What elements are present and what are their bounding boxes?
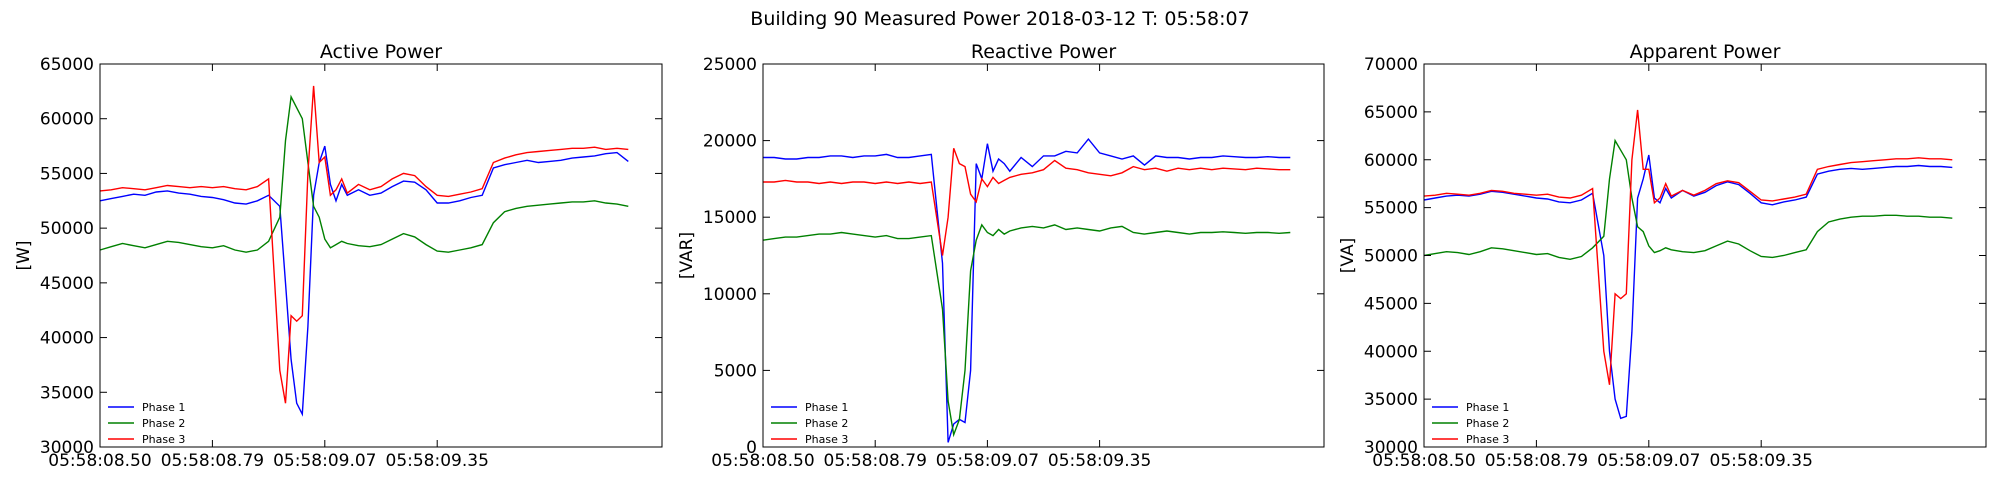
legend-label-phase-3: Phase 3 <box>142 433 185 446</box>
series-line-phase-2 <box>1423 138 1953 261</box>
series-line-phase-1 <box>99 145 629 417</box>
legend-label-phase-3: Phase 3 <box>805 433 848 446</box>
legend-label-phase-3: Phase 3 <box>1466 433 1509 446</box>
y-axis-label: [VA] <box>1338 238 1358 273</box>
y-tick-label: 25000 <box>703 55 757 75</box>
axes-frame <box>99 63 663 448</box>
subplot-reactive-power: Reactive Power [VAR] 0 5000 10000 15000 2000… <box>677 41 1325 471</box>
x-tick-label: 05:58:09.35 <box>386 451 489 471</box>
series-line-phase-2 <box>99 94 629 253</box>
y-tick-label: 30000 <box>1364 438 1418 458</box>
y-tick-label: 50000 <box>40 219 94 239</box>
y-tick-label: 60000 <box>1364 151 1418 171</box>
subplot-title: Reactive Power <box>971 41 1116 63</box>
y-tick-label: 0 <box>746 438 757 458</box>
series-line-phase-3 <box>99 85 629 404</box>
x-tick-label: 05:58:08.79 <box>161 451 264 471</box>
subplot-title: Active Power <box>320 41 442 63</box>
y-tick-label: 50000 <box>1364 247 1418 267</box>
y-tick-label: 20000 <box>703 132 757 152</box>
x-tick-label: 05:58:09.35 <box>1710 451 1813 471</box>
figure-title: Building 90 Measured Power 2018-03-12 T:… <box>750 8 1250 30</box>
y-tick-label: 5000 <box>714 361 757 381</box>
legend-label-phase-2: Phase 2 <box>1466 417 1509 430</box>
x-tick-label: 05:58:08.50 <box>48 451 151 471</box>
x-tick-label: 05:58:08.50 <box>1372 451 1475 471</box>
axes-frame <box>1423 63 1987 448</box>
y-tick-label: 55000 <box>40 164 94 184</box>
subplot-title: Apparent Power <box>1630 41 1781 63</box>
series-line-phase-2 <box>762 223 1291 438</box>
series-line-phase-3 <box>763 148 1291 256</box>
y-tick-label: 65000 <box>1364 103 1418 123</box>
legend-label-phase-2: Phase 2 <box>142 417 185 430</box>
subplot-active-power: Active Power [W] 30000 35000 40000 45000 500… <box>14 41 663 471</box>
subplot-apparent-power: Apparent Power [VA] 30000 35000 40000 45000… <box>1338 41 1987 471</box>
legend: Phase 1 Phase 2 Phase 3 <box>1432 401 1509 446</box>
y-tick-label: 70000 <box>1364 55 1418 75</box>
plot-area: 30000 35000 40000 45000 50000 55000 60000 65000… <box>40 55 663 471</box>
series-line-phase-3 <box>1423 109 1953 385</box>
plot-area: 0 5000 10000 15000 20000 25000 05:58:08.50 05:5… <box>703 55 1325 471</box>
y-axis-label: [VAR] <box>677 232 697 279</box>
x-tick-label: 05:58:09.07 <box>1597 451 1700 471</box>
x-tick-label: 05:58:08.79 <box>824 451 927 471</box>
y-tick-label: 40000 <box>40 329 94 349</box>
y-tick-label: 35000 <box>40 383 94 403</box>
y-tick-label: 10000 <box>703 285 757 305</box>
y-tick-label: 35000 <box>1364 390 1418 410</box>
x-tick-label: 05:58:09.07 <box>273 451 376 471</box>
plot-area: 30000 35000 40000 45000 50000 55000 60000 65000… <box>1364 55 1987 471</box>
series-line-phase-1 <box>1423 154 1953 420</box>
y-tick-label: 15000 <box>703 208 757 228</box>
y-tick-label: 40000 <box>1364 342 1418 362</box>
y-tick-label: 45000 <box>40 274 94 294</box>
y-axis-label: [W] <box>14 240 34 270</box>
axes-frame <box>762 63 1325 448</box>
x-tick-label: 05:58:09.35 <box>1048 451 1151 471</box>
legend: Phase 1 Phase 2 Phase 3 <box>771 401 848 446</box>
legend-label-phase-1: Phase 1 <box>142 401 185 414</box>
y-tick-label: 60000 <box>40 110 94 130</box>
x-tick-label: 05:58:09.07 <box>936 451 1039 471</box>
y-tick-label: 55000 <box>1364 199 1418 219</box>
x-tick-label: 05:58:08.79 <box>1485 451 1588 471</box>
legend-label-phase-2: Phase 2 <box>805 417 848 430</box>
y-tick-label: 65000 <box>40 55 94 75</box>
y-tick-label: 45000 <box>1364 294 1418 314</box>
series-line-phase-1 <box>763 137 1291 443</box>
legend-label-phase-1: Phase 1 <box>1466 401 1509 414</box>
x-tick-label: 05:58:08.50 <box>711 451 814 471</box>
y-tick-label: 30000 <box>40 438 94 458</box>
legend: Phase 1 Phase 2 Phase 3 <box>108 401 185 446</box>
legend-label-phase-1: Phase 1 <box>805 401 848 414</box>
